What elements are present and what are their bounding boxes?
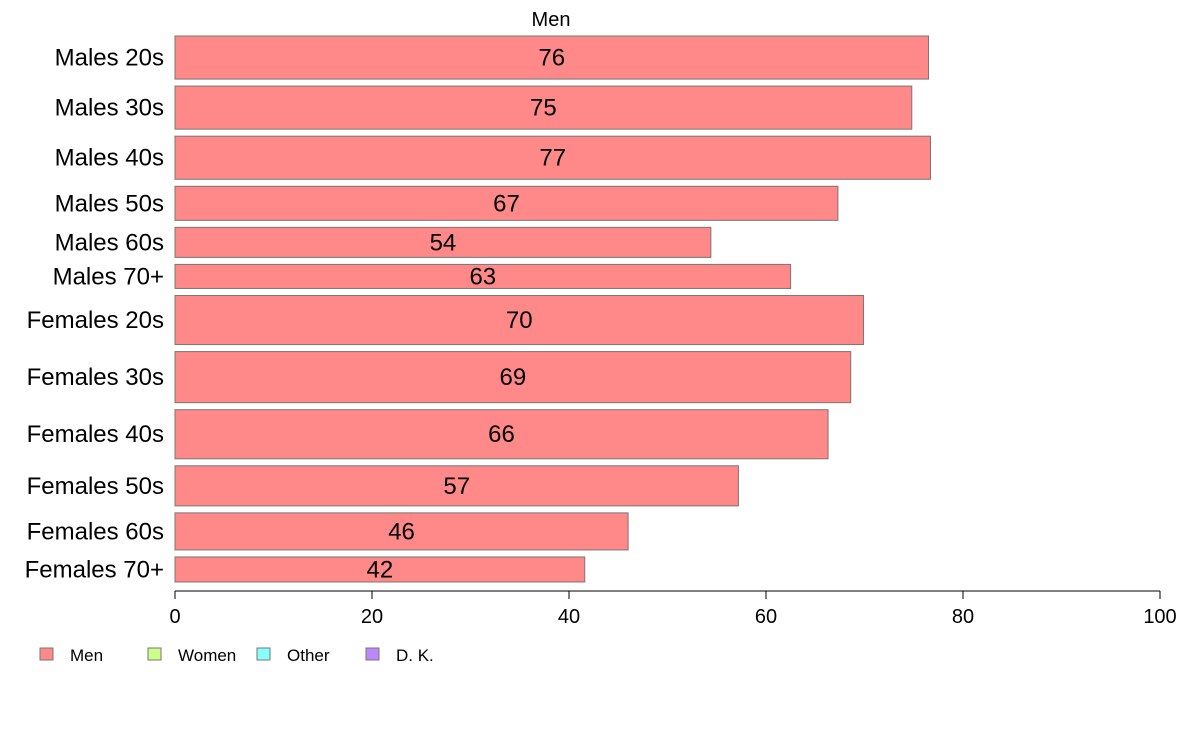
data-label: 66 xyxy=(488,421,515,448)
category-label: Females 20s xyxy=(27,307,164,334)
bars-group xyxy=(174,35,931,583)
x-tick-label: 80 xyxy=(952,606,974,628)
data-label: 76 xyxy=(538,45,565,72)
category-label: Males 20s xyxy=(55,45,164,72)
category-label: Males 50s xyxy=(55,190,164,217)
data-label: 75 xyxy=(530,95,557,122)
data-label: 63 xyxy=(469,263,496,290)
x-tick-label: 100 xyxy=(1143,606,1176,628)
data-label: 77 xyxy=(539,145,566,172)
legend-swatch xyxy=(39,647,54,661)
legend-swatch xyxy=(256,647,271,661)
bar xyxy=(174,263,792,289)
bar xyxy=(174,409,829,460)
bar xyxy=(174,85,913,130)
bar xyxy=(174,185,839,221)
legend-label: Women xyxy=(178,646,236,665)
bar xyxy=(174,294,865,346)
bar xyxy=(174,556,586,583)
bar xyxy=(174,465,739,507)
category-label: Females 30s xyxy=(27,364,164,391)
x-tick-label: 20 xyxy=(361,606,383,628)
data-label: 42 xyxy=(367,556,394,583)
bar xyxy=(174,226,712,258)
bar xyxy=(174,35,930,80)
data-label: 46 xyxy=(388,518,415,545)
x-tick-label: 0 xyxy=(169,606,180,628)
legend-swatch xyxy=(365,647,380,661)
legend-swatch xyxy=(147,647,162,661)
bar xyxy=(174,351,852,404)
category-label: Females 70+ xyxy=(25,556,164,583)
category-label: Females 60s xyxy=(27,518,164,545)
x-tick-label: 60 xyxy=(755,606,777,628)
category-label: Males 70+ xyxy=(53,263,164,290)
legend-label: Men xyxy=(70,646,103,665)
category-labels: Males 20s Males 30s Males 40s Males 50s Male… xyxy=(25,45,164,584)
bar xyxy=(174,512,629,551)
data-label: 70 xyxy=(506,307,533,334)
category-label: Females 50s xyxy=(27,473,164,500)
legend: Men Women Other D. K. xyxy=(39,646,434,665)
category-label: Males 30s xyxy=(55,95,164,122)
bar xyxy=(174,135,931,180)
category-label: Males 40s xyxy=(55,145,164,172)
x-tick-label: 40 xyxy=(558,606,580,628)
chart-title: Men xyxy=(532,9,571,31)
data-label: 54 xyxy=(430,229,457,256)
data-label: 57 xyxy=(443,473,470,500)
category-label: Males 60s xyxy=(55,229,164,256)
data-labels: 76 75 77 67 54 63 70 69 66 57 46 42 xyxy=(367,45,567,584)
x-axis: 0 20 40 60 80 100 xyxy=(169,590,1177,628)
data-label: 69 xyxy=(500,364,527,391)
legend-label: Other xyxy=(287,646,330,665)
data-label: 67 xyxy=(493,190,520,217)
legend-label: D. K. xyxy=(396,646,434,665)
category-label: Females 40s xyxy=(27,421,164,448)
